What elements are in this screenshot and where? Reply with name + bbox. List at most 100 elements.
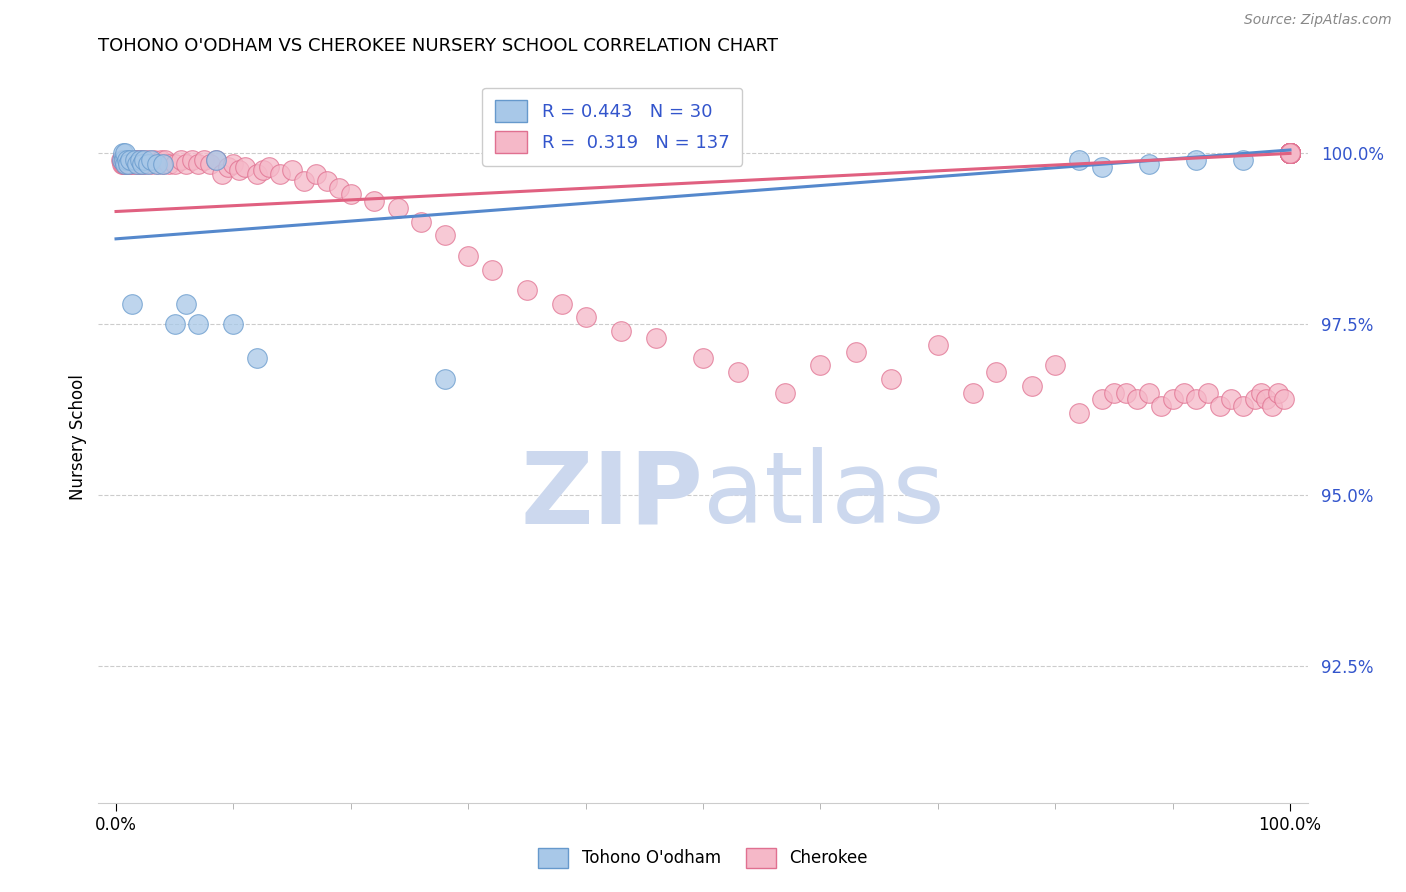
Point bbox=[1278, 146, 1301, 161]
Point bbox=[1278, 146, 1301, 161]
Point bbox=[1278, 146, 1301, 161]
Point bbox=[114, 156, 136, 170]
Point bbox=[127, 153, 149, 168]
Point bbox=[1278, 146, 1301, 161]
Point bbox=[163, 318, 186, 332]
Text: atlas: atlas bbox=[703, 447, 945, 544]
Point bbox=[292, 174, 315, 188]
Point bbox=[111, 153, 134, 168]
Point bbox=[1137, 156, 1160, 170]
Point bbox=[1278, 146, 1301, 161]
Point bbox=[117, 156, 139, 170]
Point bbox=[1278, 146, 1301, 161]
Point bbox=[112, 146, 135, 161]
Point bbox=[773, 385, 796, 400]
Point bbox=[1256, 392, 1278, 407]
Point bbox=[387, 201, 409, 215]
Point bbox=[204, 153, 226, 168]
Point bbox=[246, 167, 269, 181]
Text: ZIP: ZIP bbox=[520, 447, 703, 544]
Point bbox=[304, 167, 326, 181]
Point bbox=[1197, 385, 1219, 400]
Point bbox=[1278, 146, 1301, 161]
Point bbox=[157, 156, 180, 170]
Point bbox=[1137, 385, 1160, 400]
Point bbox=[1220, 392, 1243, 407]
Point bbox=[136, 153, 159, 168]
Point bbox=[222, 318, 245, 332]
Point bbox=[1261, 400, 1284, 414]
Point bbox=[187, 156, 209, 170]
Y-axis label: Nursery School: Nursery School bbox=[69, 374, 87, 500]
Point bbox=[111, 156, 134, 170]
Point bbox=[217, 160, 239, 174]
Point bbox=[1232, 153, 1254, 168]
Point bbox=[880, 372, 903, 386]
Point bbox=[127, 156, 149, 170]
Point bbox=[281, 163, 304, 178]
Point bbox=[112, 153, 135, 168]
Point bbox=[340, 187, 363, 202]
Point bbox=[1243, 392, 1265, 407]
Point bbox=[1278, 146, 1301, 161]
Point bbox=[112, 153, 135, 168]
Point bbox=[433, 372, 456, 386]
Point bbox=[962, 385, 984, 400]
Point bbox=[127, 156, 149, 170]
Point bbox=[316, 174, 339, 188]
Point bbox=[121, 156, 143, 170]
Point bbox=[1278, 146, 1301, 161]
Point bbox=[1278, 146, 1301, 161]
Point bbox=[146, 156, 169, 170]
Point bbox=[176, 156, 198, 170]
Point bbox=[927, 338, 949, 352]
Point bbox=[1278, 146, 1301, 161]
Point bbox=[1278, 146, 1301, 161]
Text: Source: ZipAtlas.com: Source: ZipAtlas.com bbox=[1244, 13, 1392, 28]
Point bbox=[1067, 153, 1090, 168]
Point bbox=[727, 365, 749, 379]
Point bbox=[233, 160, 256, 174]
Point bbox=[1043, 359, 1066, 373]
Point bbox=[1278, 146, 1301, 161]
Point bbox=[1278, 146, 1301, 161]
Point bbox=[124, 153, 146, 168]
Point bbox=[411, 215, 433, 229]
Point bbox=[610, 324, 633, 338]
Point bbox=[117, 156, 139, 170]
Point bbox=[211, 167, 233, 181]
Point bbox=[120, 156, 142, 170]
Point bbox=[1278, 146, 1301, 161]
Point bbox=[1091, 392, 1114, 407]
Point bbox=[198, 156, 221, 170]
Point bbox=[1267, 385, 1289, 400]
Point bbox=[1173, 385, 1195, 400]
Point bbox=[551, 297, 574, 311]
Point bbox=[257, 160, 280, 174]
Point bbox=[269, 167, 291, 181]
Point bbox=[112, 153, 135, 168]
Point bbox=[187, 318, 209, 332]
Legend: R = 0.443   N = 30, R =  0.319   N = 137: R = 0.443 N = 30, R = 0.319 N = 137 bbox=[482, 87, 742, 166]
Point bbox=[516, 283, 538, 297]
Point bbox=[645, 331, 668, 345]
Point bbox=[121, 297, 143, 311]
Point bbox=[1278, 146, 1301, 161]
Point bbox=[1278, 146, 1301, 161]
Point bbox=[1278, 146, 1301, 161]
Point bbox=[1150, 400, 1173, 414]
Point bbox=[1185, 392, 1208, 407]
Point bbox=[1161, 392, 1184, 407]
Point bbox=[1278, 146, 1301, 161]
Point bbox=[111, 153, 134, 168]
Point bbox=[114, 156, 136, 170]
Point bbox=[152, 156, 174, 170]
Point bbox=[204, 153, 226, 168]
Point bbox=[141, 156, 163, 170]
Point bbox=[1208, 400, 1230, 414]
Point bbox=[1278, 146, 1301, 161]
Point bbox=[222, 156, 245, 170]
Point bbox=[1250, 385, 1272, 400]
Point bbox=[131, 156, 153, 170]
Point bbox=[1278, 146, 1301, 161]
